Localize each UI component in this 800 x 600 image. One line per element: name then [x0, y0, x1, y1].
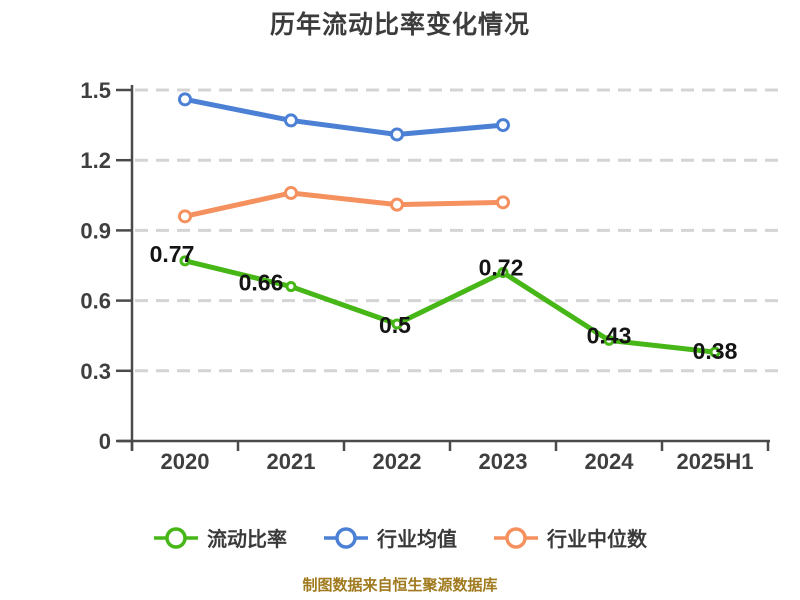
y-tick-label: 0.9 [80, 218, 111, 243]
data-point-marker[interactable] [390, 197, 404, 212]
series-line-1 [182, 96, 506, 137]
y-tick-label: 0.6 [80, 289, 111, 314]
data-point-label: 0.77 [150, 241, 195, 267]
data-point-marker[interactable] [179, 255, 191, 267]
x-tick-label: 2023 [479, 449, 528, 474]
data-point-marker[interactable] [497, 267, 509, 279]
line-chart: 0 0.3 0.6 0.9 1.2 1.5 2020 2021 2022 2023 2024 2025… [80, 78, 786, 474]
data-point-label: 0.38 [693, 338, 738, 364]
data-point-marker[interactable] [391, 318, 403, 330]
data-point-label: 0.43 [587, 322, 632, 348]
y-tick-label: 0 [99, 429, 111, 454]
legend: 流动比率 行业均值 行业中位数 [0, 523, 800, 552]
series-line-2 [182, 190, 506, 219]
data-point-marker[interactable] [284, 185, 298, 200]
x-tick-label: 2020 [161, 449, 210, 474]
y-tick-label: 0.3 [80, 359, 111, 384]
data-point-marker[interactable] [390, 127, 404, 142]
chart-title: 历年流动比率变化情况 [269, 11, 530, 39]
legend-marker-icon [494, 526, 538, 549]
legend-item-2[interactable]: 行业中位数 [493, 523, 647, 552]
x-tick-label: 2024 [585, 449, 635, 474]
data-point-marker[interactable] [178, 209, 192, 224]
y-tick-label: 1.2 [80, 148, 111, 173]
x-tick-label: 2025H1 [676, 449, 753, 474]
data-point-marker[interactable] [284, 113, 298, 128]
data-point-marker[interactable] [709, 346, 721, 358]
legend-marker-icon [324, 526, 368, 549]
legend-item-1[interactable]: 行业均值 [323, 523, 457, 552]
series-line-0 [182, 258, 718, 355]
legend-item-0[interactable]: 流动比率 [153, 523, 287, 552]
data-point-marker[interactable] [285, 281, 297, 293]
x-tick-label: 2022 [373, 449, 422, 474]
data-point-label: 0.72 [479, 255, 524, 281]
data-point-marker[interactable] [496, 195, 510, 210]
legend-label: 流动比率 [207, 529, 287, 551]
data-point-marker[interactable] [178, 92, 192, 107]
x-tick-label: 2021 [267, 449, 316, 474]
legend-marker-icon [154, 526, 198, 549]
data-point-marker[interactable] [603, 334, 615, 346]
data-point-label: 0.66 [239, 270, 284, 296]
legend-label: 行业均值 [377, 529, 457, 551]
data-point-label: 0.5 [379, 312, 411, 338]
data-point-marker[interactable] [496, 118, 510, 133]
data-source-caption: 制图数据来自恒生聚源数据库 [302, 577, 498, 594]
legend-label: 行业中位数 [547, 529, 647, 551]
y-tick-label: 1.5 [80, 78, 111, 103]
